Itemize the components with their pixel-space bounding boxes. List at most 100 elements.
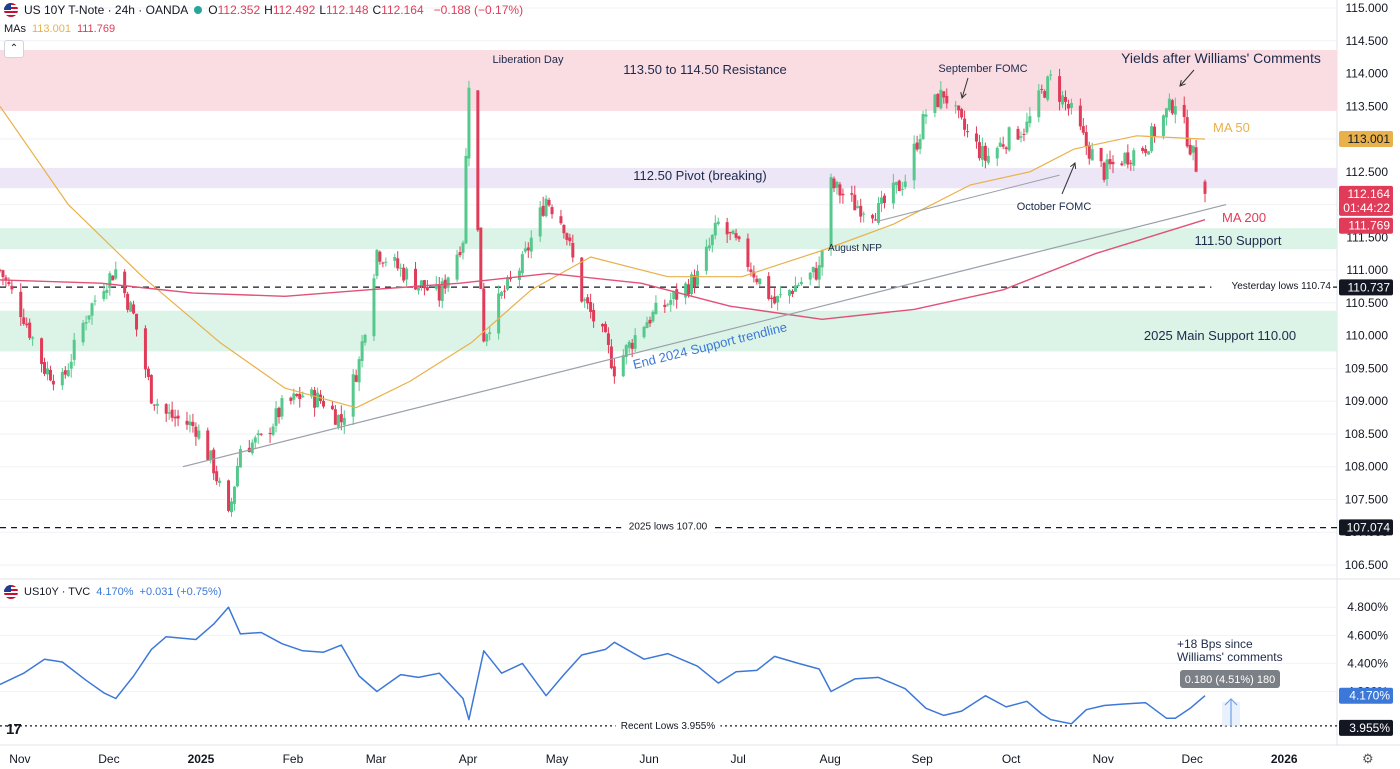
candle[interactable] bbox=[330, 401, 334, 411]
candle[interactable] bbox=[357, 356, 361, 392]
candle[interactable] bbox=[544, 195, 548, 218]
candle[interactable] bbox=[693, 269, 697, 294]
candle[interactable] bbox=[126, 291, 130, 313]
candle[interactable] bbox=[832, 176, 836, 193]
candle[interactable] bbox=[155, 398, 159, 415]
candle[interactable] bbox=[704, 239, 708, 275]
candle[interactable] bbox=[256, 429, 260, 444]
candle[interactable] bbox=[414, 261, 418, 290]
candle[interactable] bbox=[669, 292, 673, 312]
candle[interactable] bbox=[526, 242, 530, 258]
candle[interactable] bbox=[897, 179, 901, 192]
candle[interactable] bbox=[372, 273, 376, 342]
candle[interactable] bbox=[793, 276, 797, 292]
candle[interactable] bbox=[879, 190, 883, 213]
symbol-title[interactable]: US 10Y T-Note · 24h · OANDA bbox=[24, 3, 189, 17]
candle[interactable] bbox=[654, 295, 658, 315]
candle[interactable] bbox=[146, 366, 150, 381]
chevron-up-icon[interactable]: ⌃ bbox=[4, 40, 24, 58]
candle[interactable] bbox=[253, 435, 257, 449]
candle[interactable] bbox=[1064, 90, 1068, 111]
candle[interactable] bbox=[550, 204, 554, 219]
candle[interactable] bbox=[695, 264, 699, 287]
candle[interactable] bbox=[871, 213, 875, 224]
candle[interactable] bbox=[114, 261, 118, 280]
candle[interactable] bbox=[838, 182, 842, 204]
candle[interactable] bbox=[316, 387, 320, 408]
candle[interactable] bbox=[384, 257, 388, 267]
candle[interactable] bbox=[523, 241, 527, 254]
candle[interactable] bbox=[924, 109, 928, 125]
candle[interactable] bbox=[565, 232, 569, 246]
candle[interactable] bbox=[22, 308, 26, 326]
candle[interactable] bbox=[25, 317, 29, 328]
candle[interactable] bbox=[1185, 109, 1189, 149]
candle[interactable] bbox=[40, 337, 44, 373]
candle[interactable] bbox=[1049, 69, 1053, 81]
candle[interactable] bbox=[90, 302, 94, 325]
candle[interactable] bbox=[4, 274, 8, 287]
candle[interactable] bbox=[835, 180, 839, 195]
candle[interactable] bbox=[48, 365, 52, 382]
candle[interactable] bbox=[790, 289, 794, 297]
candle[interactable] bbox=[434, 276, 438, 291]
candle[interactable] bbox=[405, 266, 409, 287]
candle[interactable] bbox=[1170, 98, 1174, 116]
candle[interactable] bbox=[856, 200, 860, 209]
candle[interactable] bbox=[817, 256, 821, 288]
candle[interactable] bbox=[687, 278, 691, 298]
candle[interactable] bbox=[277, 406, 281, 424]
candle[interactable] bbox=[621, 349, 625, 378]
candle[interactable] bbox=[933, 93, 937, 118]
us10y-line[interactable] bbox=[0, 606, 1206, 725]
tradingview-logo-icon[interactable]: 17 bbox=[6, 721, 22, 738]
candle[interactable] bbox=[164, 403, 168, 422]
candle[interactable] bbox=[1019, 131, 1023, 143]
candle[interactable] bbox=[814, 261, 818, 281]
candle[interactable] bbox=[1069, 98, 1073, 115]
candle[interactable] bbox=[799, 277, 803, 286]
candle[interactable] bbox=[562, 224, 566, 239]
candle[interactable] bbox=[1167, 93, 1171, 112]
candle[interactable] bbox=[900, 181, 904, 196]
candle[interactable] bbox=[627, 340, 631, 354]
candle[interactable] bbox=[1078, 98, 1082, 131]
candles[interactable] bbox=[0, 68, 1207, 517]
candle[interactable] bbox=[455, 249, 459, 282]
candle[interactable] bbox=[767, 272, 771, 301]
candle[interactable] bbox=[81, 320, 85, 346]
candle[interactable] bbox=[289, 396, 293, 405]
candle[interactable] bbox=[1040, 84, 1044, 94]
candle[interactable] bbox=[393, 253, 397, 268]
candle[interactable] bbox=[663, 299, 667, 313]
candle[interactable] bbox=[51, 374, 55, 391]
candle[interactable] bbox=[268, 427, 272, 443]
candle[interactable] bbox=[1164, 107, 1168, 126]
candle[interactable] bbox=[776, 295, 780, 311]
candle[interactable] bbox=[497, 285, 501, 340]
ma50-line[interactable] bbox=[0, 105, 1206, 409]
candle[interactable] bbox=[111, 274, 115, 281]
candle[interactable] bbox=[238, 445, 242, 468]
candle[interactable] bbox=[402, 263, 406, 283]
candle[interactable] bbox=[963, 110, 967, 137]
candle[interactable] bbox=[752, 265, 756, 283]
candle[interactable] bbox=[1046, 75, 1050, 102]
candle[interactable] bbox=[903, 174, 907, 190]
candle[interactable] bbox=[108, 271, 112, 296]
candle[interactable] bbox=[458, 246, 462, 258]
candle[interactable] bbox=[983, 142, 987, 169]
candle[interactable] bbox=[1194, 140, 1198, 173]
candle[interactable] bbox=[960, 107, 964, 120]
candle[interactable] bbox=[375, 249, 379, 280]
candle[interactable] bbox=[1102, 161, 1106, 183]
candle[interactable] bbox=[259, 432, 263, 437]
candle[interactable] bbox=[209, 450, 213, 464]
candle[interactable] bbox=[1141, 146, 1145, 154]
yield-symbol[interactable]: US10Y · TVC bbox=[24, 586, 91, 598]
candle[interactable] bbox=[422, 279, 426, 296]
candle[interactable] bbox=[529, 230, 533, 259]
candle[interactable] bbox=[606, 327, 610, 354]
candle[interactable] bbox=[957, 105, 961, 119]
candle[interactable] bbox=[132, 300, 136, 315]
